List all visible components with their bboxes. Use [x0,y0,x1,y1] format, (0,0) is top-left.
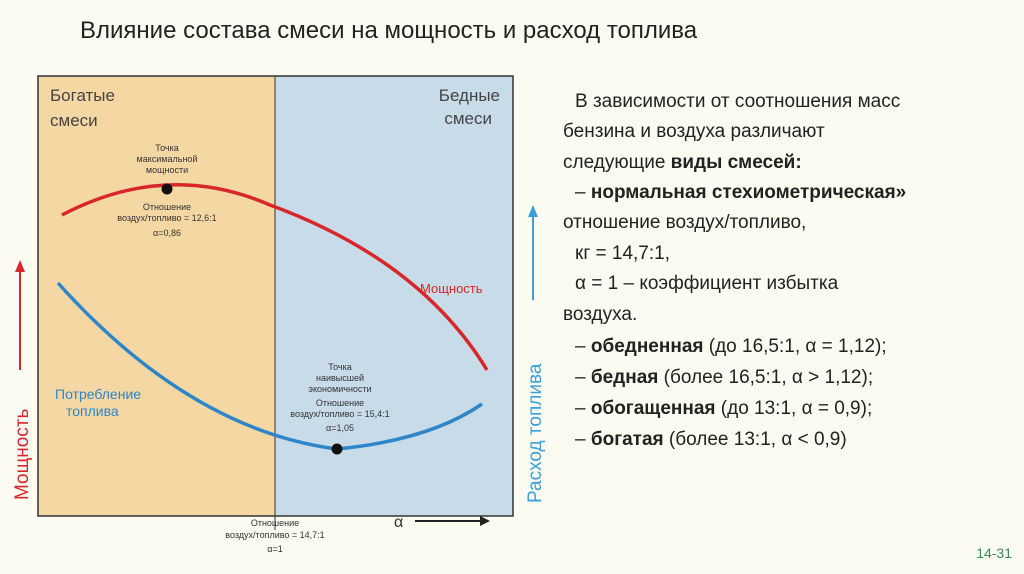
title: Влияние состава смеси на мощность и расх… [80,17,698,44]
text-run: обогащенная [591,398,716,419]
text-run: α = 1 – коэффициент избытка [575,273,839,294]
text-run: богатая [591,429,664,450]
text-line: – обедненная (до 16,5:1, α = 1,12); [575,336,887,357]
max-economy-point [331,443,343,455]
power-label: Мощность [420,281,483,296]
ratio-label: Отношение [316,398,364,408]
text-run: (до 16,5:1, α = 1,12); [703,336,886,357]
x-arrowhead [480,516,490,526]
y2-arrowhead [528,205,538,217]
point-label: Точка [155,143,178,153]
ratio-label: воздух/топливо = 12,6:1 [117,213,216,223]
max-power-point [161,183,173,195]
text-line: – нормальная стехиометрическая» [575,182,906,203]
text-line: – обогащенная (до 13:1, α = 0,9); [575,398,872,419]
text-run: (более 16,5:1, α > 1,12); [658,367,873,388]
point-label: мощности [146,165,188,175]
alpha-label: α=1 [267,544,282,554]
text-run: кг = 14,7:1, [575,243,670,264]
text-line: В зависимости от соотношения масс [575,91,900,112]
consumption-label: топлива [66,403,119,419]
ratio-label: воздух/топливо = 14,7:1 [225,530,324,540]
text-line: отношение воздух/топливо, [563,212,806,233]
point-label: экономичности [308,384,371,394]
text-run: бедная [591,367,659,388]
power-curve [61,183,489,371]
y-axis-label: Мощность [12,408,33,500]
text-block: В зависимости от соотношения масс бензин… [563,91,906,450]
text-line: α = 1 – коэффициент избытка [575,273,839,294]
text-line: – бедная (более 16,5:1, α > 1,12); [575,367,873,388]
x-axis-label: α [394,514,403,531]
text-run: обедненная [591,336,704,357]
text-line: – богатая (более 13:1, α < 0,9) [575,429,847,450]
rich-label: Богатые [50,86,115,105]
ratio-label: Отношение [251,518,299,528]
text-run: виды смесей: [671,152,802,173]
point-label: наивысшей [316,373,364,383]
text-run: отношение воздух/топливо, [563,212,806,233]
lean-label: Бедные [439,86,500,105]
lean-label: смеси [444,109,492,128]
text-run: – [575,429,591,450]
text-line: воздуха. [563,304,637,325]
y-arrowhead [15,260,25,272]
text-run: – [575,367,591,388]
text-run: В зависимости от соотношения масс [575,91,900,112]
text-run: – [575,336,591,357]
alpha-label: α=1,05 [326,423,354,433]
text-line: бензина и воздуха различают [563,121,825,142]
text-run: воздуха. [563,304,637,325]
text-run: следующие [563,152,671,173]
text-run: – [575,398,591,419]
consumption-label: Потребление [55,386,141,402]
lean-zone [275,76,513,516]
y2-axis-label: Расход топлива [525,363,546,503]
point-label: Точка [328,362,351,372]
ratio-label: воздух/топливо = 15,4:1 [290,409,389,419]
point-label: максимальной [137,154,198,164]
page-number: 14-31 [976,545,1012,561]
alpha-label: α=0,86 [153,228,181,238]
ratio-label: Отношение [143,202,191,212]
text-line: кг = 14,7:1, [575,243,670,264]
text-line: следующие виды смесей: [563,152,802,173]
rich-label: смеси [50,111,98,130]
text-run: бензина и воздуха различают [563,121,825,142]
rich-zone [38,76,275,516]
text-run: (более 13:1, α < 0,9) [664,429,847,450]
text-run: (до 13:1, α = 0,9); [716,398,873,419]
text-run: нормальная стехиометрическая» [591,182,906,203]
consumption-curve [56,281,483,451]
text-run: – [575,182,591,203]
